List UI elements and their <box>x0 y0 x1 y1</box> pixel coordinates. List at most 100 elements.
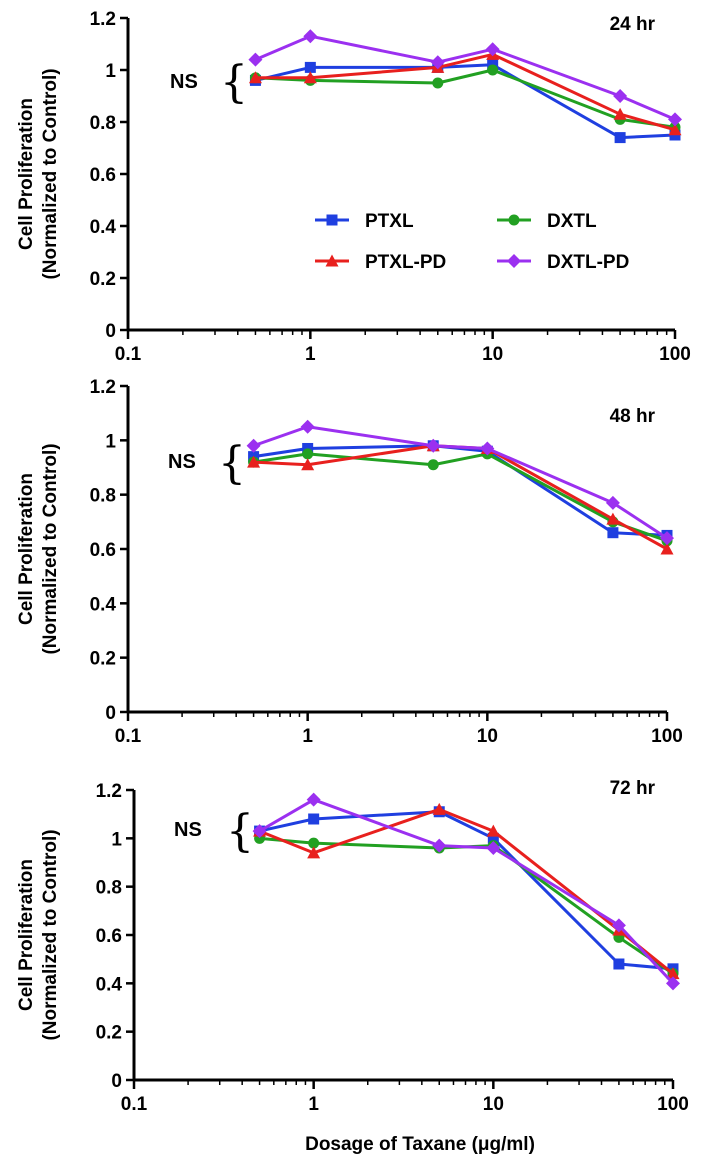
y-axis-label-line2: (Normalized to Control) <box>40 68 61 279</box>
legend-item-ptxl: PTXL <box>315 211 414 232</box>
ns-annotation: NS <box>170 71 198 93</box>
legend-label: DXTL <box>547 211 597 232</box>
data-point-dxtl <box>487 64 499 76</box>
y-tick-label: 1.2 <box>96 781 122 802</box>
panel-time-label: 24 hr <box>610 14 656 35</box>
legend-item-ptxl-pd: PTXL-PD <box>315 252 446 273</box>
y-tick-label: 0.2 <box>96 1023 122 1044</box>
data-point-ptxl <box>613 958 625 970</box>
data-point-dxtl-pd <box>613 89 628 103</box>
y-axis-label-line1: Cell Proliferation <box>16 98 37 250</box>
y-axis-label-line2: (Normalized to Control) <box>40 829 61 1040</box>
data-point-dxtl-pd <box>485 42 500 57</box>
series-ptxl <box>254 806 679 975</box>
brace-icon: { <box>218 438 246 489</box>
data-point-ptxl-pd <box>666 967 680 980</box>
ns-annotation: NS <box>174 819 202 841</box>
legend-marker <box>508 214 520 226</box>
y-tick-label: 0.4 <box>90 217 117 238</box>
y-tick-label: 1 <box>105 61 116 82</box>
legend-label: PTXL-PD <box>365 252 446 273</box>
data-point-ptxl-pd <box>248 71 262 84</box>
series-dxtl-pd <box>252 792 680 991</box>
series-line-dxtl-pd <box>258 798 675 985</box>
y-tick-label: 1 <box>111 829 122 850</box>
panel-time-label: 48 hr <box>610 406 656 427</box>
series-line-dxtl <box>259 836 674 975</box>
x-tick-label: 10 <box>483 1094 504 1115</box>
data-point-dxtl-pd <box>430 55 445 70</box>
x-axis-label: Dosage of Taxane (μg/ml) <box>305 1134 535 1155</box>
x-tick-label: 10 <box>482 344 503 365</box>
data-point-dxtl-pd <box>248 52 263 67</box>
x-tick-label: 0.1 <box>115 344 142 365</box>
chart-panel-72-hr: 0 0.2 0.4 0.6 0.8 1 1.2 0.1 1 10 100 Cell Prolifera… <box>16 778 689 1115</box>
legend-marker <box>507 254 521 268</box>
series-dxtl <box>249 64 681 133</box>
data-point-ptxl-pd <box>301 458 315 471</box>
y-tick-label: 0.6 <box>96 926 122 947</box>
data-point-ptxl-pd <box>613 107 627 120</box>
ns-annotation: NS <box>168 451 196 473</box>
data-point-ptxl-pd <box>307 846 321 859</box>
y-tick-label: 1.2 <box>90 9 116 30</box>
legend: PTXL DXTL PTXL-PD DXTL-PD <box>315 211 629 273</box>
data-point-ptxl <box>614 132 626 144</box>
data-point-dxtl-pd <box>605 495 620 510</box>
series-line-ptxl-pd <box>259 807 674 975</box>
data-point-ptxl-pd <box>432 802 446 815</box>
y-tick-label: 0.8 <box>90 486 116 507</box>
series-ptxl <box>249 59 681 144</box>
data-point-ptxl <box>304 61 316 73</box>
data-point-dxtl-pd <box>252 824 267 839</box>
data-point-dxtl <box>427 459 439 471</box>
brace-icon: { <box>226 806 254 857</box>
series-line-dxtl-pd <box>254 34 676 121</box>
x-tick-label: 100 <box>659 344 691 365</box>
y-tick-label: 1.2 <box>90 377 116 398</box>
data-point-dxtl-pd <box>668 112 682 127</box>
series-line-ptxl <box>259 810 674 971</box>
legend-marker <box>326 214 338 226</box>
data-point-dxtl-pd <box>246 438 261 453</box>
brace-icon: { <box>220 57 248 108</box>
y-tick-label: 0.2 <box>90 269 116 290</box>
series-line-dxtl-pd <box>253 425 668 540</box>
series-line-ptxl <box>255 63 676 140</box>
y-tick-label: 0.6 <box>90 540 116 561</box>
data-point-dxtl-pd <box>300 419 315 434</box>
x-tick-label: 1 <box>305 344 316 365</box>
y-tick-label: 0 <box>111 1071 122 1092</box>
series-line-ptxl-pd <box>255 52 676 132</box>
x-tick-label: 0.1 <box>115 726 142 747</box>
x-tick-label: 1 <box>308 1094 319 1115</box>
legend-label: DXTL-PD <box>547 252 629 273</box>
y-tick-label: 0.8 <box>96 878 122 899</box>
y-tick-label: 0.2 <box>90 649 116 670</box>
legend-marker <box>325 254 339 267</box>
x-tick-label: 10 <box>477 726 498 747</box>
data-point-ptxl-pd <box>486 824 500 837</box>
x-tick-label: 0.1 <box>121 1094 148 1115</box>
data-point-dxtl-pd <box>426 438 441 453</box>
data-point-dxtl-pd <box>306 792 321 807</box>
series-line-ptxl-pd <box>253 444 668 551</box>
series-dxtl-pd <box>246 419 674 546</box>
y-axis-label-line1: Cell Proliferation <box>16 859 37 1011</box>
x-tick-label: 1 <box>302 726 313 747</box>
series-line-dxtl <box>255 68 676 129</box>
y-tick-label: 0 <box>105 321 116 342</box>
y-tick-label: 1 <box>105 431 116 452</box>
data-point-ptxl-pd <box>247 455 261 468</box>
y-tick-label: 0 <box>105 703 116 724</box>
data-point-dxtl-pd <box>303 29 318 44</box>
data-point-dxtl-pd <box>666 976 680 991</box>
data-point-dxtl-pd <box>660 531 674 546</box>
x-tick-label: 100 <box>651 726 683 747</box>
data-point-ptxl-pd <box>303 71 317 84</box>
data-point-ptxl <box>607 527 619 539</box>
y-tick-label: 0.8 <box>90 113 116 134</box>
y-axis-label-line1: Cell Proliferation <box>16 473 37 625</box>
